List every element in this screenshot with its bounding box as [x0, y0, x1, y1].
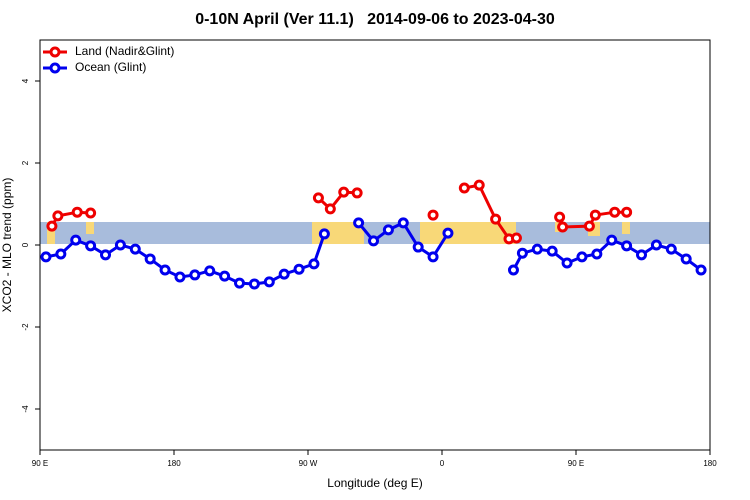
data-point	[531, 243, 543, 255]
data-point	[576, 251, 588, 263]
data-point	[606, 234, 618, 246]
data-point	[510, 232, 522, 244]
data-point	[85, 240, 97, 252]
chart-title: 0-10N April (Ver 11.1) 2014-09-06 to 202…	[195, 11, 555, 28]
data-point	[621, 206, 633, 218]
legend-marker	[49, 46, 61, 58]
data-point	[351, 187, 363, 199]
data-point	[621, 240, 633, 252]
data-point	[561, 257, 573, 269]
x-axis-label: Longitude (deg E)	[327, 476, 422, 490]
data-point	[114, 239, 126, 251]
data-point	[40, 251, 52, 263]
y-tick-label: 2	[21, 160, 30, 165]
data-point	[695, 264, 707, 276]
data-point	[318, 228, 330, 240]
data-point	[507, 264, 519, 276]
data-point	[650, 239, 662, 251]
data-point	[636, 249, 648, 261]
data-point	[293, 263, 305, 275]
data-point	[144, 253, 156, 265]
data-point	[458, 182, 470, 194]
data-point	[248, 278, 260, 290]
data-point	[55, 248, 67, 260]
data-point	[100, 249, 112, 261]
data-point	[609, 206, 621, 218]
series-line	[50, 183, 627, 241]
data-point	[204, 265, 216, 277]
y-tick-label: 4	[21, 78, 30, 83]
data-point	[589, 209, 601, 221]
land-patch	[622, 222, 630, 234]
data-point	[557, 221, 569, 233]
legend-marker	[49, 62, 61, 74]
data-point	[70, 234, 82, 246]
data-point	[219, 270, 231, 282]
data-point	[85, 207, 97, 219]
data-point	[338, 186, 350, 198]
data-point	[546, 245, 558, 257]
x-tick-label: 180	[703, 459, 717, 468]
data-point	[46, 220, 58, 232]
x-tick-label: 90 W	[299, 459, 318, 468]
x-tick-label: 90 E	[32, 459, 48, 468]
y-tick-label: -2	[21, 323, 30, 331]
data-point	[591, 248, 603, 260]
data-point	[312, 192, 324, 204]
data-point	[583, 220, 595, 232]
data-point	[234, 277, 246, 289]
land-patch	[47, 222, 55, 244]
land-patch	[86, 222, 94, 234]
data-point	[159, 264, 171, 276]
data-point	[680, 253, 692, 265]
data-point	[324, 203, 336, 215]
x-tick-label: 180	[167, 459, 181, 468]
y-tick-label: 0	[21, 242, 30, 247]
x-tick-label: 90 E	[568, 459, 584, 468]
data-point	[263, 276, 275, 288]
data-point	[129, 243, 141, 255]
y-tick-label: -4	[21, 405, 30, 413]
data-point	[189, 269, 201, 281]
data-point	[308, 258, 320, 270]
data-point	[71, 206, 83, 218]
data-point	[174, 271, 186, 283]
y-axis-label: XCO2 - MLO trend (ppm)	[0, 178, 14, 313]
data-point	[473, 179, 485, 191]
data-point	[353, 217, 365, 229]
data-point	[490, 213, 502, 225]
data-point	[427, 209, 439, 221]
data-point	[412, 241, 424, 253]
data-point	[382, 224, 394, 236]
data-point	[516, 247, 528, 259]
ocean-band	[40, 222, 710, 244]
data-point	[397, 217, 409, 229]
x-tick-label: 0	[440, 459, 445, 468]
legend-label: Land (Nadir&Glint)	[75, 44, 174, 58]
data-point	[427, 251, 439, 263]
data-point	[368, 235, 380, 247]
data-point	[442, 227, 454, 239]
data-point	[665, 243, 677, 255]
data-point	[554, 211, 566, 223]
data-point	[278, 268, 290, 280]
data-point	[52, 210, 64, 222]
legend-label: Ocean (Glint)	[75, 60, 146, 74]
